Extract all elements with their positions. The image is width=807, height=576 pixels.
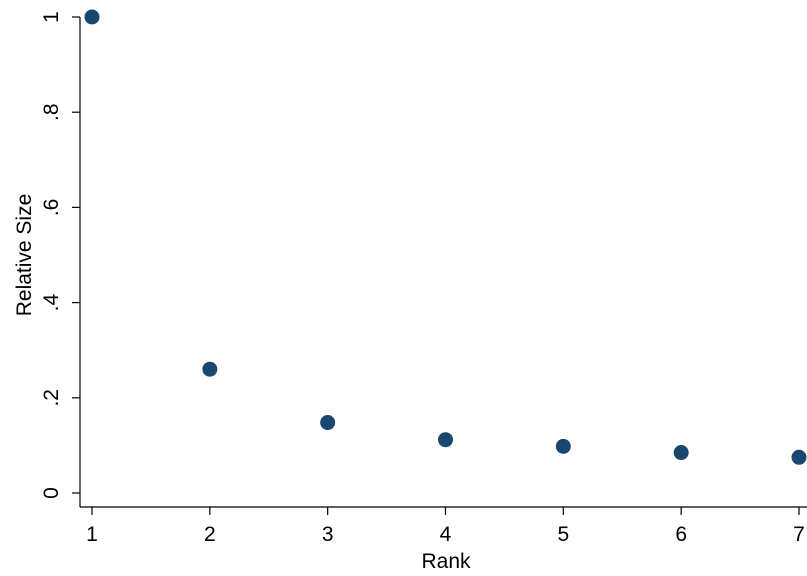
- y-tick-label: .2: [40, 389, 63, 407]
- data-point: [320, 415, 336, 431]
- y-tick-label: .8: [40, 103, 63, 121]
- x-tick-label: 7: [793, 523, 805, 546]
- x-tick-label: 6: [675, 523, 687, 546]
- x-tick-label: 4: [440, 523, 452, 546]
- data-point: [438, 432, 453, 448]
- y-tick-label: 1: [40, 11, 63, 23]
- data-point: [555, 438, 571, 454]
- data-point: [84, 9, 100, 25]
- y-tick-label: .6: [40, 199, 63, 217]
- x-tick-label: 2: [204, 523, 216, 546]
- data-points: [84, 9, 807, 465]
- x-axis: 1 2 3 4 5 6 7: [80, 506, 807, 546]
- data-point: [673, 445, 689, 461]
- x-tick-label: 1: [86, 523, 98, 546]
- y-axis-title: Relative Size: [13, 194, 36, 317]
- data-point: [791, 449, 807, 465]
- x-tick-label: 3: [322, 523, 334, 546]
- y-tick-label: .4: [40, 294, 63, 312]
- x-tick-label: 5: [557, 523, 569, 546]
- y-axis: 0 .2 .4 .6 .8 1: [40, 11, 81, 507]
- data-point: [202, 361, 218, 377]
- y-tick-label: 0: [40, 487, 63, 499]
- x-axis-title: Rank: [421, 550, 471, 573]
